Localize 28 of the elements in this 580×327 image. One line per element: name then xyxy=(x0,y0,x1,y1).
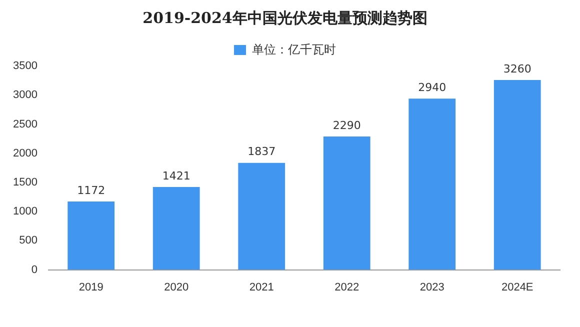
data-label: 2290 xyxy=(332,118,361,132)
data-label: 1421 xyxy=(162,169,190,182)
bar xyxy=(323,136,370,270)
bar xyxy=(152,187,200,270)
y-tick-label: 1000 xyxy=(12,206,38,218)
bar xyxy=(238,162,286,270)
x-tick-label: 2019 xyxy=(78,281,104,294)
bar xyxy=(494,80,541,270)
data-label: 3260 xyxy=(503,62,532,76)
legend-label: 单位：亿千瓦时 xyxy=(252,42,336,56)
y-tick-label: 2000 xyxy=(12,147,38,160)
y-tick-label: 2500 xyxy=(12,118,38,130)
y-tick-label: 0 xyxy=(31,264,38,276)
bar xyxy=(408,98,456,270)
x-tick-label: 2023 xyxy=(420,281,444,294)
y-tick-label: 500 xyxy=(19,234,38,247)
x-tick-label: 2021 xyxy=(249,281,274,294)
y-tick-label: 1500 xyxy=(12,176,38,188)
x-tick-label: 2020 xyxy=(164,281,189,294)
data-label: 1172 xyxy=(77,184,106,197)
x-tick-label: 2022 xyxy=(334,281,360,294)
bar xyxy=(68,202,115,270)
chart-title: 2019-2024年中国光伏发电量预测趋势图 xyxy=(142,8,428,27)
data-label: 2940 xyxy=(418,80,446,94)
data-label: 1837 xyxy=(248,145,276,158)
y-tick-label: 3500 xyxy=(12,60,38,72)
x-tick-label: 2024E xyxy=(501,281,534,294)
y-tick-label: 3000 xyxy=(12,89,38,102)
